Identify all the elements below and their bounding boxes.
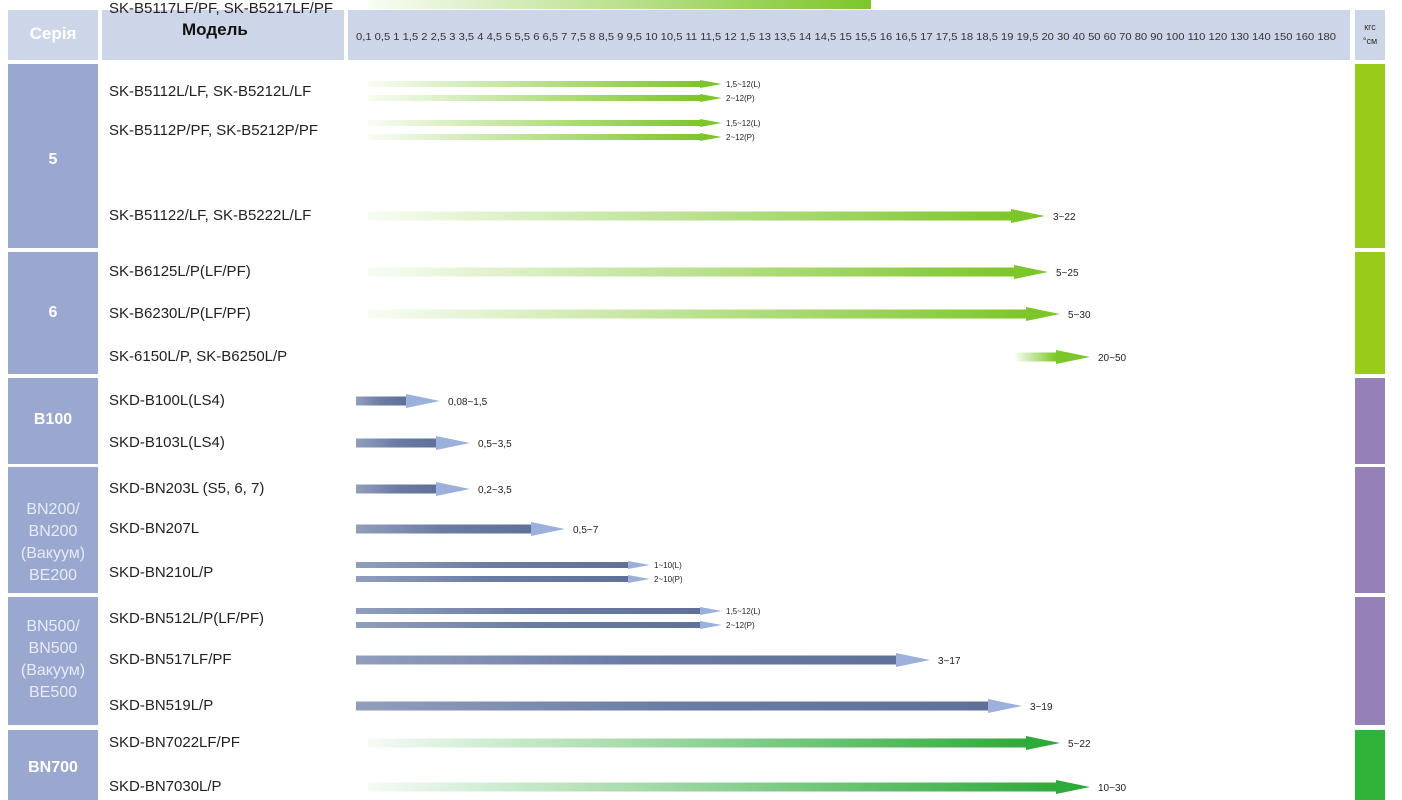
range-bar-arrowhead bbox=[700, 621, 722, 629]
range-bar-body bbox=[368, 212, 1011, 221]
range-bar-body bbox=[356, 562, 628, 568]
range-bar-body bbox=[356, 397, 406, 406]
range-bar-body bbox=[368, 95, 700, 101]
range-bar-body bbox=[368, 783, 1056, 792]
range-label: 0,5~3,5 bbox=[478, 439, 512, 450]
range-bar-body bbox=[1015, 353, 1056, 362]
range-label: 5~22 bbox=[1068, 739, 1091, 750]
range-label: 2~12(P) bbox=[726, 133, 755, 142]
range-bar-arrowhead bbox=[1056, 350, 1090, 364]
range-bar-arrowhead bbox=[531, 522, 565, 536]
range-label: 10~30 bbox=[1098, 783, 1127, 794]
range-label: 5~25 bbox=[1056, 268, 1079, 279]
range-label: 1,5~12(L) bbox=[726, 80, 761, 89]
range-bar-arrowhead bbox=[436, 482, 470, 496]
range-bar-arrowhead bbox=[436, 436, 470, 450]
range-label: 2~10(P) bbox=[654, 575, 683, 584]
range-bar-arrowhead bbox=[628, 561, 650, 569]
range-bar-arrowhead bbox=[700, 80, 722, 88]
range-bar-body bbox=[356, 656, 896, 665]
range-label: 3~22 bbox=[1053, 212, 1076, 223]
range-bar-body bbox=[356, 576, 628, 582]
range-bar-arrowhead bbox=[1056, 780, 1090, 794]
range-bar-arrowhead bbox=[1026, 736, 1060, 750]
range-bar-arrowhead bbox=[700, 607, 722, 615]
range-bar-body bbox=[368, 134, 700, 140]
range-bar-arrowhead bbox=[1014, 265, 1048, 279]
range-bar-body bbox=[368, 81, 700, 87]
range-bar-body bbox=[356, 525, 531, 534]
range-label: 0,2~3,5 bbox=[478, 485, 512, 496]
range-bar-arrowhead bbox=[896, 653, 930, 667]
range-label: 2~12(P) bbox=[726, 94, 755, 103]
range-bar-body bbox=[368, 739, 1026, 748]
range-bar-arrowhead bbox=[700, 94, 722, 102]
range-label: 0,08~1,5 bbox=[448, 397, 488, 408]
range-label: 3~19 bbox=[1030, 702, 1053, 713]
range-label: 5~30 bbox=[1068, 310, 1091, 321]
range-label: 0,5~7 bbox=[573, 525, 599, 536]
range-bar-body bbox=[356, 608, 700, 614]
range-bar-body bbox=[368, 120, 700, 126]
range-bar-arrowhead bbox=[988, 699, 1022, 713]
range-label: 3~17 bbox=[913, 0, 936, 3]
range-label: 2~12(P) bbox=[726, 621, 755, 630]
range-bar-arrowhead bbox=[700, 133, 722, 141]
range-bar-arrowhead bbox=[406, 394, 440, 408]
range-bar-arrowhead bbox=[1026, 307, 1060, 321]
range-label: 20~50 bbox=[1098, 353, 1127, 364]
range-label: 1,5~12(L) bbox=[726, 119, 761, 128]
range-label: 1,5~12(L) bbox=[726, 607, 761, 616]
range-bar-arrowhead bbox=[1011, 209, 1045, 223]
range-bar-body bbox=[356, 702, 988, 711]
range-bar-body bbox=[368, 310, 1026, 319]
range-bar-body bbox=[368, 268, 1014, 277]
range-bar-body bbox=[356, 485, 436, 494]
range-label: 3~17 bbox=[938, 656, 961, 667]
range-label: 1~10(L) bbox=[654, 561, 682, 570]
range-bar-body bbox=[368, 0, 871, 9]
range-bar-arrowhead bbox=[700, 119, 722, 127]
range-bar-arrowhead bbox=[628, 575, 650, 583]
range-bar-body bbox=[356, 439, 436, 448]
range-bar-body bbox=[356, 622, 700, 628]
